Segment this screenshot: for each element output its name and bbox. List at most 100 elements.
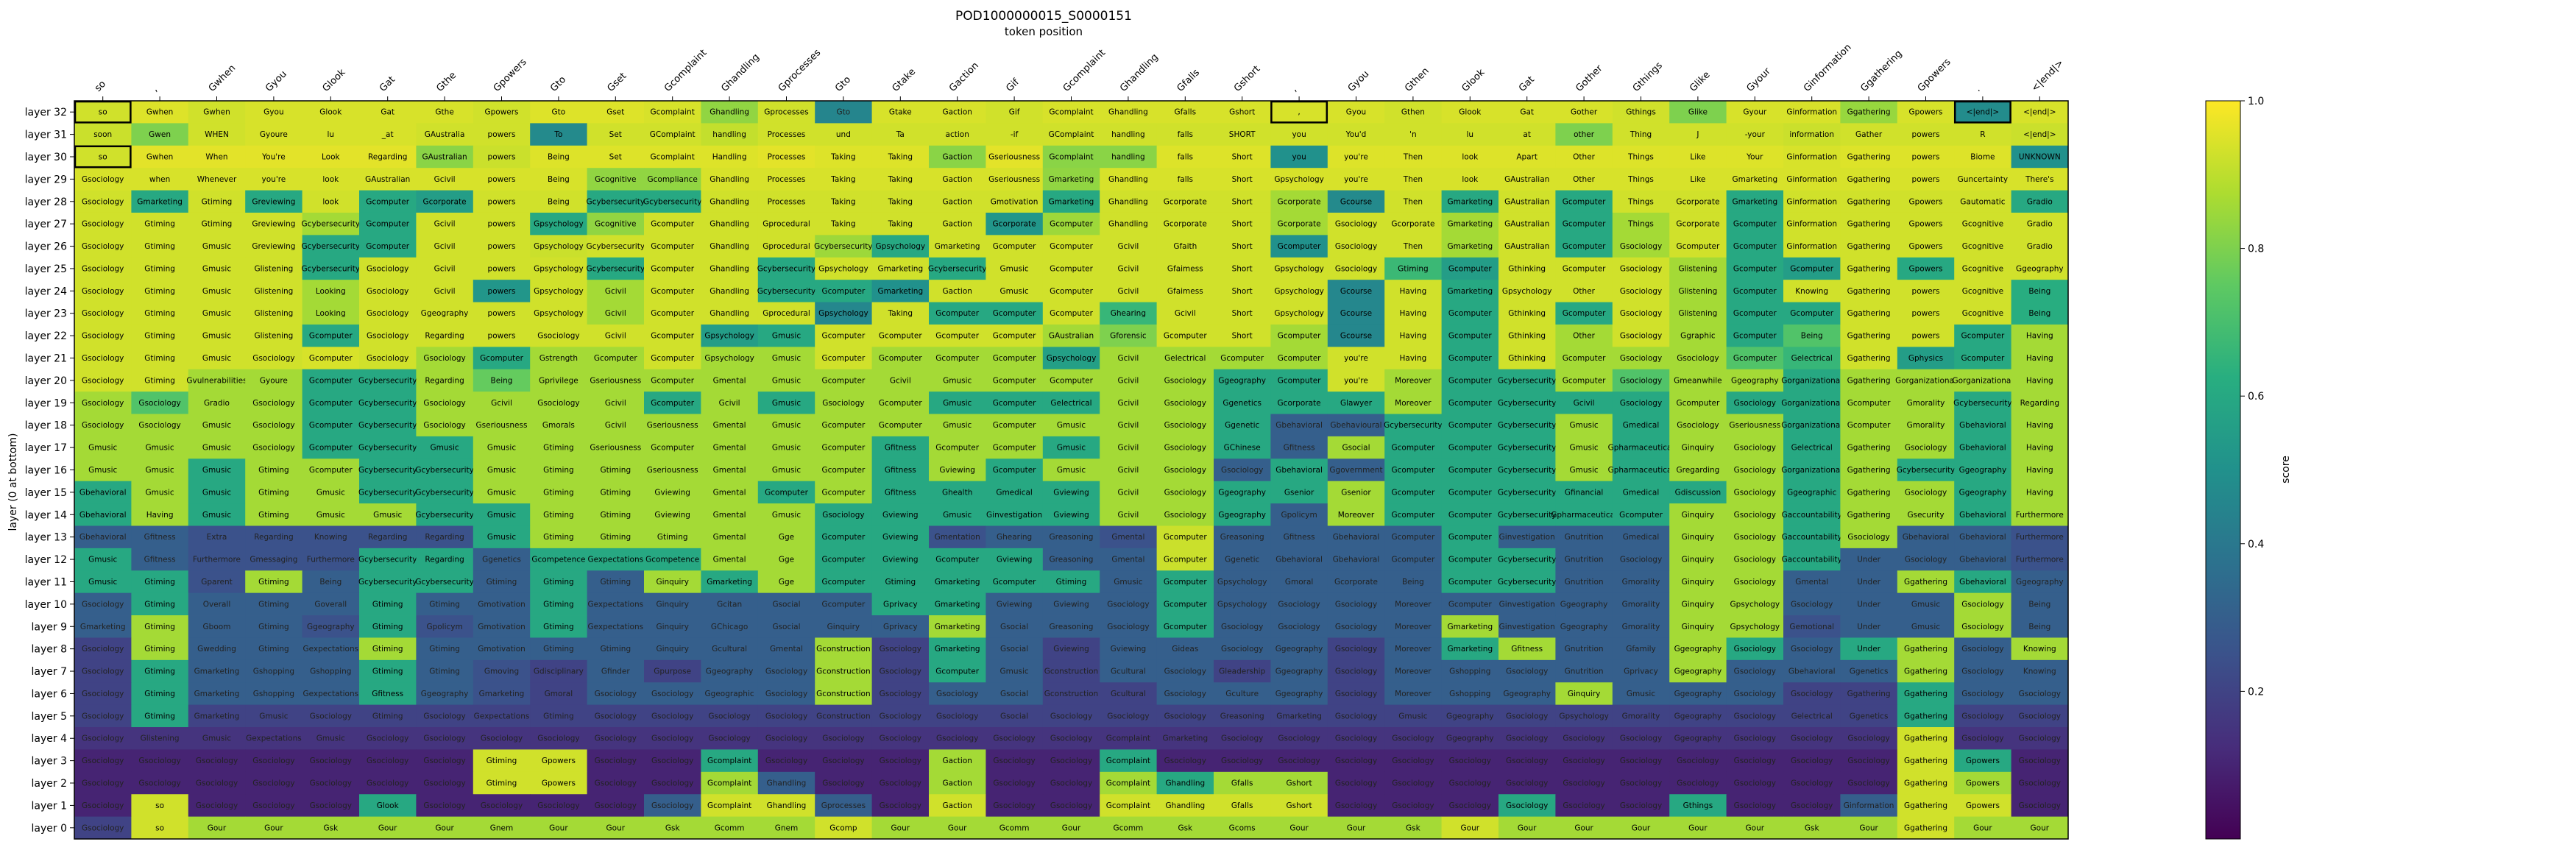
- heatmap-cell: [2011, 414, 2069, 437]
- heatmap-cell: [302, 257, 360, 280]
- heatmap-cell: [1612, 257, 1670, 280]
- cell-label: Gbehavioral: [1275, 421, 1323, 430]
- cell-label: Gsociology: [138, 399, 180, 408]
- cell-label: Gcomputer: [993, 332, 1036, 341]
- cell-label: Gat: [1520, 108, 1534, 117]
- heatmap-cell: [131, 458, 189, 482]
- cell-label: Gaccountability: [1782, 511, 1842, 520]
- heatmap-cell: [1270, 503, 1328, 526]
- cell-label: Gour: [1688, 824, 1708, 832]
- cell-label: You're: [261, 152, 286, 161]
- cell-label: Gcultural: [1111, 690, 1146, 698]
- cell-label: falls: [1178, 175, 1193, 184]
- heatmap-cell: [1783, 347, 1841, 370]
- cell-label: Ghandling: [767, 801, 807, 810]
- cell-label: powers: [488, 130, 516, 139]
- cell-label: Gbehavioral: [79, 511, 127, 520]
- heatmap-cell: [815, 525, 872, 549]
- heatmap-cell: [1214, 369, 1271, 392]
- heatmap-cell: [1327, 257, 1385, 280]
- heatmap-cell: [74, 481, 132, 504]
- y-tick-label: layer 9: [32, 621, 67, 633]
- heatmap-cell: [2011, 302, 2069, 325]
- cell-label: Gcomputer: [993, 421, 1036, 430]
- heatmap-cell: [1897, 280, 1955, 302]
- cell-label: at: [1523, 130, 1531, 139]
- cell-label: other: [1574, 130, 1595, 139]
- cell-label: Gmusic: [316, 511, 345, 520]
- cell-label: Gcivil: [605, 309, 626, 318]
- cell-label: Ggeography: [1674, 667, 1722, 676]
- cell-label: Ggathering: [1847, 354, 1891, 363]
- heatmap-cell: [1441, 436, 1499, 459]
- cell-label: Gcomputer: [651, 376, 694, 385]
- heatmap-cell: [131, 347, 189, 370]
- cell-label: Gtiming: [543, 645, 574, 654]
- cell-label: Gmusic: [1627, 690, 1655, 698]
- heatmap-cell: [1214, 458, 1271, 482]
- heatmap-cell: [1384, 302, 1442, 325]
- heatmap-cell: [1100, 392, 1157, 414]
- cell-label: Gcybersecurity: [302, 220, 361, 229]
- cell-label: Gcybersecurity: [1498, 556, 1557, 564]
- cell-label: To: [553, 130, 562, 139]
- cell-label: Gwedding: [197, 645, 236, 654]
- cell-label: Gsociology: [708, 734, 750, 743]
- heatmap-cell: [929, 145, 986, 169]
- cell-label: Gwen: [149, 130, 171, 139]
- cell-label: Under: [1857, 556, 1880, 564]
- cell-label: Gcomputer: [822, 287, 866, 296]
- heatmap-cell: [416, 436, 474, 459]
- cell-label: Gmental: [713, 421, 746, 430]
- cell-label: Gcomputer: [1448, 264, 1492, 273]
- cell-label: Gcomputer: [1164, 623, 1207, 631]
- cell-label: Gsociology: [82, 421, 124, 430]
- heatmap-cell: [1156, 503, 1214, 526]
- cell-label: Gsociology: [1734, 488, 1776, 497]
- cell-label: Gcultural: [712, 645, 747, 654]
- cell-label: Gelectrical: [1791, 354, 1833, 363]
- cell-label: Gpsychology: [818, 309, 868, 318]
- heatmap-cell: [1954, 123, 2011, 146]
- cell-label: Gsociology: [423, 779, 465, 788]
- cell-label: Gour: [1062, 824, 1081, 832]
- heatmap-cell: [929, 123, 986, 146]
- heatmap-cell: [1384, 235, 1442, 258]
- cell-label: GAustralian: [1504, 242, 1549, 251]
- heatmap-cell: [2011, 123, 2069, 146]
- cell-label: Gsociology: [822, 511, 864, 520]
- heatmap-cell: [1498, 190, 1556, 213]
- cell-label: Gour: [549, 824, 568, 832]
- heatmap-cell: [644, 101, 701, 124]
- cell-label: Gsociology: [367, 309, 408, 318]
- cell-label: Gprivacy: [883, 600, 918, 609]
- cell-label: Gcomputer: [1392, 444, 1435, 453]
- cell-label: Gcivil: [1117, 264, 1139, 273]
- cell-label: Gsociology: [1677, 421, 1719, 430]
- heatmap-cell: [1441, 257, 1499, 280]
- heatmap-cell: [871, 414, 930, 437]
- x-tick-label: Gthen: [1403, 65, 1432, 94]
- cell-label: Gcorporate: [1676, 197, 1719, 206]
- x-tick-label: Gto: [833, 74, 853, 94]
- cell-label: Ggathering: [1847, 152, 1891, 161]
- heatmap-cell: [1840, 525, 1898, 549]
- heatmap-cell: [74, 302, 132, 325]
- cell-label: Gsociology: [880, 690, 921, 698]
- heatmap-cell: [302, 190, 360, 213]
- cell-label: Gsociology: [2019, 690, 2061, 698]
- cell-label: Things: [1627, 220, 1654, 229]
- heatmap-cell: [1555, 414, 1613, 437]
- cell-label: Gsociology: [481, 734, 523, 743]
- x-tick-label: Glike: [1688, 69, 1712, 93]
- cell-label: Gbehavioral: [1959, 444, 2006, 453]
- cell-label: Gcognitive: [1962, 264, 2003, 273]
- heatmap-cell: [1327, 235, 1385, 258]
- cell-label: Gcomputer: [1448, 421, 1492, 430]
- cell-label: Gmusic: [772, 444, 801, 453]
- cell-label: Gcourse: [1340, 197, 1372, 206]
- cell-label: Gsocial: [1000, 690, 1028, 698]
- heatmap-cell: [416, 347, 474, 370]
- heatmap-cell: [986, 101, 1044, 124]
- heatmap-cell: [188, 212, 246, 235]
